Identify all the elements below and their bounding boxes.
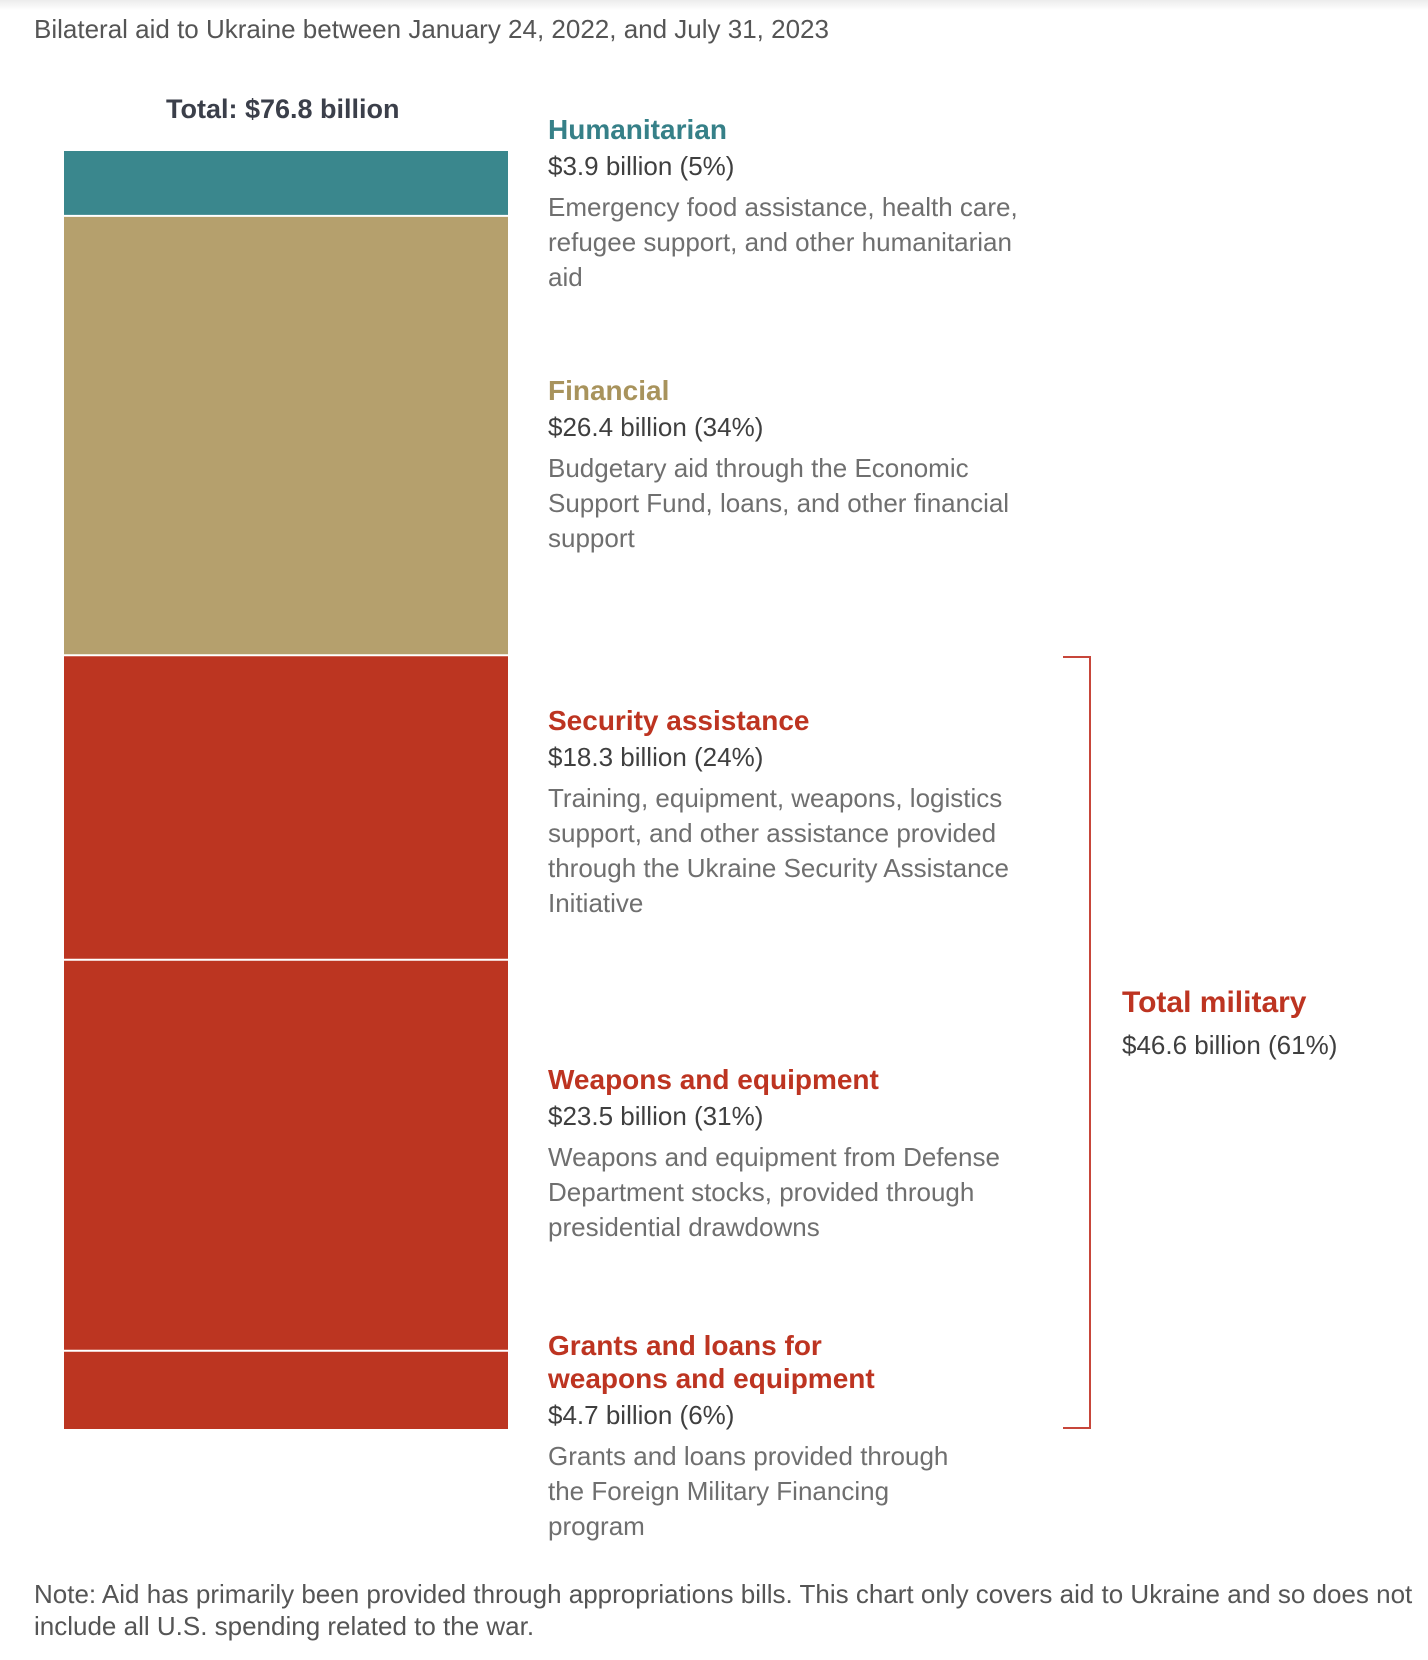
- segment-label-grants: Grants and loans for weapons and equipme…: [548, 1329, 1068, 1544]
- total-label: Total: $76.8 billion: [166, 94, 400, 124]
- segment-label-weapons: Weapons and equipment $23.5 billion (31%…: [548, 1063, 1068, 1245]
- segment-amount: $4.7 billion (6%): [548, 1400, 735, 1430]
- stacked-bar: [64, 151, 508, 1429]
- segment-name: Humanitarian: [548, 114, 727, 145]
- bar-segment-financial: [64, 215, 508, 656]
- segment-name: Grants and loans for weapons and equipme…: [548, 1330, 875, 1394]
- segment-label-security: Security assistance $18.3 billion (24%) …: [548, 704, 1068, 921]
- segment-name: Financial: [548, 375, 670, 406]
- group-label-total-military: Total military $46.6 billion (61%): [1122, 986, 1337, 1061]
- segment-amount: $23.5 billion (31%): [548, 1101, 764, 1131]
- segment-name: Security assistance: [548, 705, 810, 736]
- segment-amount: $3.9 billion (5%): [548, 151, 735, 181]
- chart-note: Note: Aid has primarily been provided th…: [34, 1579, 1413, 1641]
- segment-description: Grants and loans provided through the Fo…: [548, 1441, 949, 1541]
- segment-name: Weapons and equipment: [548, 1064, 879, 1095]
- group-amount: $46.6 billion (61%): [1122, 1030, 1338, 1060]
- top-shadow: [0, 0, 1428, 10]
- group-name: Total military: [1122, 986, 1307, 1019]
- military-bracket: [1063, 656, 1091, 1429]
- segment-label-financial: Financial $26.4 billion (34%) Budgetary …: [548, 374, 1068, 556]
- bar-segment-weapons: [64, 959, 508, 1351]
- bar-segment-security: [64, 655, 508, 960]
- chart-title: Bilateral aid to Ukraine between January…: [34, 14, 829, 44]
- segment-amount: $18.3 billion (24%): [548, 742, 764, 772]
- segment-description: Budgetary aid through the Economic Suppo…: [548, 453, 1010, 553]
- segment-label-humanitarian: Humanitarian $3.9 billion (5%) Emergency…: [548, 113, 1068, 295]
- segment-amount: $26.4 billion (34%): [548, 412, 764, 442]
- segment-description: Emergency food assistance, health care, …: [548, 192, 1018, 292]
- segment-description: Weapons and equipment from Defense Depar…: [548, 1142, 1000, 1242]
- bar-segment-grants: [64, 1350, 508, 1429]
- segment-description: Training, equipment, weapons, logistics …: [548, 783, 1010, 918]
- bar-segment-humanitarian: [64, 151, 508, 216]
